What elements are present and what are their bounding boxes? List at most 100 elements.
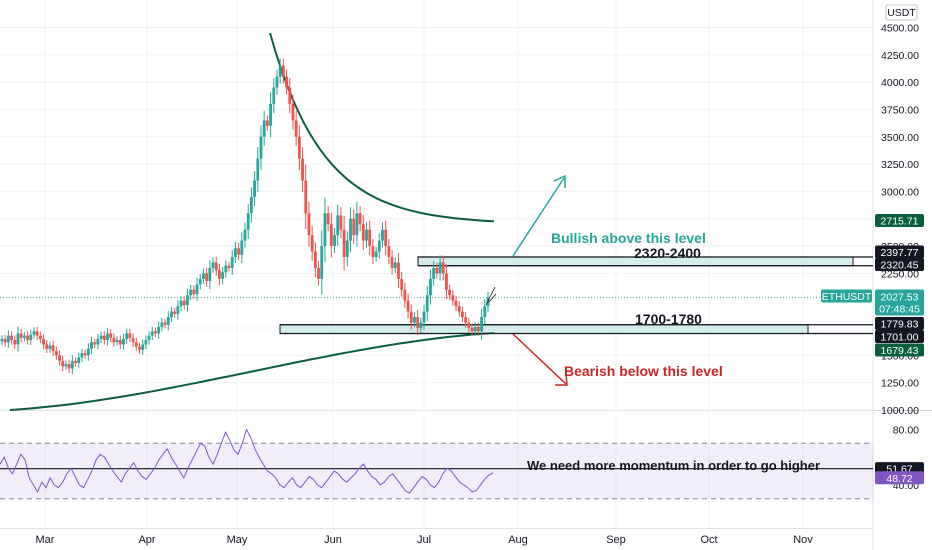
candle — [294, 120, 298, 137]
candle — [393, 262, 397, 268]
candle — [19, 333, 23, 338]
price-tick-label: 4250.00 — [881, 50, 919, 62]
candle — [134, 342, 138, 347]
rsi-tag — [875, 471, 924, 485]
candle — [333, 235, 336, 247]
candle — [106, 333, 109, 341]
candle — [291, 103, 295, 121]
arrows — [512, 174, 568, 386]
price-tick-label: 3500.00 — [881, 132, 919, 144]
price-tick-label: 2250.00 — [881, 268, 919, 280]
candle — [441, 262, 445, 274]
currency-label: USDT — [887, 7, 916, 19]
bullish-arrow-line — [512, 177, 565, 257]
candle — [48, 345, 52, 349]
candle — [99, 335, 103, 339]
candle — [329, 224, 333, 247]
candle — [317, 267, 320, 279]
candle — [339, 215, 343, 230]
candle — [42, 338, 45, 345]
candle — [115, 340, 119, 343]
candle — [390, 256, 394, 268]
candle — [397, 262, 400, 279]
candle — [269, 103, 272, 126]
candle — [54, 350, 58, 356]
price-tag-value: 1679.43 — [881, 345, 919, 357]
candle — [186, 295, 189, 306]
candle — [3, 338, 7, 343]
price-axis[interactable]: USDT 4500.00 4250.00 4000.00 3750.00 3500.00 3… — [821, 4, 924, 492]
price-tag-value: 2397.77 — [881, 247, 919, 259]
candle — [253, 180, 256, 197]
candle — [118, 340, 122, 345]
rsi-line — [0, 427, 494, 494]
candle — [141, 344, 145, 350]
candle — [182, 300, 186, 306]
candle — [297, 136, 301, 159]
candle — [218, 270, 221, 279]
moving-average-1-line — [269, 32, 495, 223]
time-tick-label: Oct — [700, 534, 717, 546]
rsi-annotation: We need more momentum in order to go hig… — [527, 458, 820, 473]
candle — [64, 364, 68, 367]
time-axis[interactable]: Mar Apr May Jun Jul Aug Sep Oct Nov — [36, 534, 814, 546]
candle — [336, 215, 340, 236]
candle — [464, 317, 468, 323]
currency-badge — [885, 4, 918, 21]
candle — [22, 335, 26, 338]
price-tag — [875, 343, 924, 357]
bearish-arrow-line — [512, 333, 567, 385]
candle — [345, 240, 349, 257]
candle — [374, 251, 378, 257]
candle — [387, 246, 391, 257]
price-tick-label: 1000.00 — [881, 405, 919, 417]
candle — [86, 348, 90, 356]
candle — [467, 322, 471, 329]
candle — [122, 338, 125, 345]
candle — [208, 267, 212, 282]
price-tick-label: 4500.00 — [881, 22, 919, 34]
candle — [326, 213, 330, 225]
candle — [352, 218, 356, 236]
candle — [90, 342, 93, 349]
candle — [432, 267, 436, 279]
candle — [262, 120, 266, 137]
candle — [192, 289, 196, 295]
time-tick-label: Nov — [793, 534, 813, 546]
candle — [259, 136, 263, 159]
time-tick-label: Jul — [417, 534, 431, 546]
candle — [198, 278, 202, 285]
price-tick-label: 1250.00 — [881, 378, 919, 390]
candle — [403, 289, 407, 301]
candle — [224, 265, 228, 273]
candle — [246, 213, 250, 230]
symbol-label: ETHUSDT — [822, 291, 872, 303]
candle — [0, 338, 4, 342]
candle — [400, 278, 404, 290]
candle — [221, 272, 225, 279]
candle — [179, 300, 183, 307]
candle — [416, 317, 420, 329]
support-zone — [279, 324, 809, 334]
rsi-tag-value: 48.72 — [886, 473, 912, 485]
time-tick-label: Sep — [606, 534, 626, 546]
time-tick-label: Mar — [36, 534, 55, 546]
candle — [480, 317, 484, 332]
candle — [278, 65, 282, 77]
candle — [384, 229, 388, 247]
candle — [160, 322, 164, 327]
candle — [16, 333, 20, 345]
rsi-band-fill — [0, 443, 873, 499]
annotations: Bullish above this level Bearish below th… — [527, 230, 820, 473]
candle — [438, 262, 442, 274]
candle — [377, 240, 381, 252]
candle — [45, 344, 49, 349]
resistance-zone-label: 2320-2400 — [634, 245, 701, 261]
candle — [435, 267, 439, 274]
price-tag — [875, 330, 924, 343]
moving-averages — [9, 32, 495, 411]
candle — [425, 295, 429, 312]
price-tag — [875, 258, 924, 271]
price-tick-label: 3000.00 — [881, 186, 919, 198]
